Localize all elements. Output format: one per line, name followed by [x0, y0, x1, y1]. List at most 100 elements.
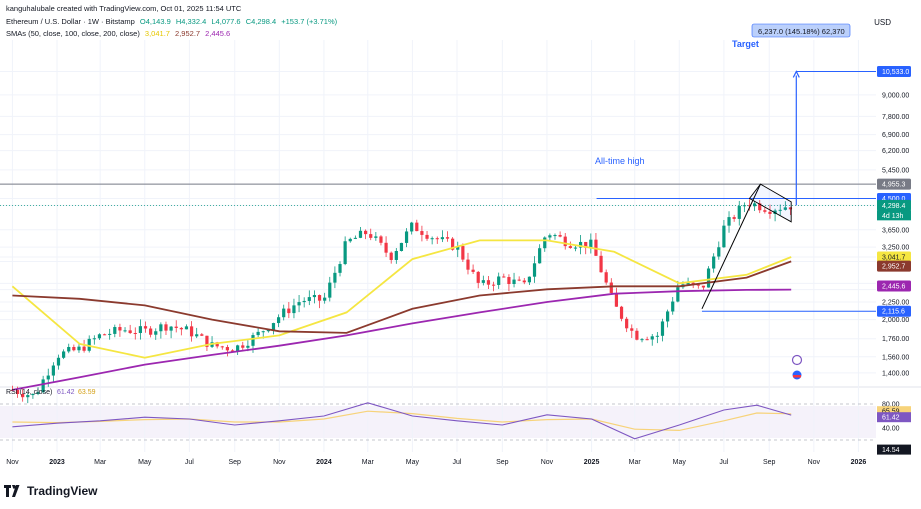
candle[interactable]: [573, 247, 578, 249]
candle[interactable]: [578, 241, 583, 248]
candle[interactable]: [548, 235, 552, 238]
sma-line-sma50[interactable]: [11, 239, 792, 359]
candle[interactable]: [660, 321, 665, 336]
candle[interactable]: [471, 269, 475, 272]
candle[interactable]: [614, 292, 619, 307]
candle[interactable]: [604, 272, 608, 283]
candle[interactable]: [154, 331, 158, 335]
candle[interactable]: [261, 331, 265, 333]
candle[interactable]: [343, 241, 347, 265]
candle[interactable]: [609, 282, 613, 293]
candle[interactable]: [527, 276, 532, 283]
candle[interactable]: [788, 207, 793, 210]
candle[interactable]: [92, 338, 96, 340]
candle[interactable]: [778, 209, 782, 211]
candle[interactable]: [77, 346, 81, 351]
candle[interactable]: [584, 241, 588, 248]
candle[interactable]: [15, 389, 20, 394]
candle[interactable]: [276, 317, 281, 324]
candle[interactable]: [404, 231, 409, 243]
candle[interactable]: [486, 280, 491, 285]
candle[interactable]: [451, 238, 455, 250]
candle[interactable]: [456, 246, 460, 250]
candle[interactable]: [686, 282, 690, 285]
candle[interactable]: [415, 222, 419, 232]
candle[interactable]: [783, 207, 787, 210]
candle[interactable]: [589, 239, 593, 248]
candle[interactable]: [619, 306, 624, 319]
candle[interactable]: [374, 236, 378, 238]
rsi-ma-line[interactable]: [12, 410, 792, 432]
candle[interactable]: [143, 326, 148, 329]
candle[interactable]: [701, 285, 706, 288]
tradingview-logo[interactable]: TradingView: [4, 484, 97, 498]
candle[interactable]: [410, 222, 414, 232]
candle[interactable]: [394, 250, 398, 260]
candle[interactable]: [742, 205, 746, 207]
rsi-line[interactable]: [12, 402, 792, 440]
candle[interactable]: [102, 334, 107, 336]
candle[interactable]: [10, 389, 15, 391]
candle[interactable]: [389, 252, 393, 260]
candle[interactable]: [625, 318, 629, 329]
symbol-name[interactable]: Ethereum / U.S. Dollar · 1W · Bitstamp: [6, 17, 135, 26]
candle[interactable]: [302, 300, 306, 303]
candle[interactable]: [189, 326, 194, 337]
candle[interactable]: [491, 284, 496, 286]
candle[interactable]: [430, 238, 434, 240]
candle[interactable]: [645, 339, 649, 341]
candle[interactable]: [358, 230, 363, 238]
candle[interactable]: [128, 330, 132, 333]
candle[interactable]: [476, 271, 480, 283]
candle[interactable]: [594, 239, 598, 256]
candle[interactable]: [727, 217, 731, 226]
candle[interactable]: [722, 225, 726, 248]
candle[interactable]: [338, 264, 342, 273]
candle[interactable]: [666, 311, 670, 322]
candle[interactable]: [461, 246, 465, 260]
candle[interactable]: [696, 284, 700, 286]
candle[interactable]: [512, 279, 516, 285]
candle[interactable]: [379, 236, 383, 243]
candle[interactable]: [507, 277, 511, 285]
candle[interactable]: [200, 334, 204, 336]
candle[interactable]: [297, 302, 301, 306]
candle[interactable]: [149, 328, 153, 335]
candle[interactable]: [184, 326, 189, 330]
candle[interactable]: [317, 295, 322, 301]
candle[interactable]: [26, 395, 30, 398]
event-icon[interactable]: [791, 354, 803, 366]
candle[interactable]: [133, 332, 137, 334]
candle[interactable]: [97, 334, 102, 339]
candle[interactable]: [568, 246, 572, 249]
candle[interactable]: [481, 280, 485, 283]
candle[interactable]: [312, 295, 317, 298]
sma-line-sma100[interactable]: [12, 260, 792, 334]
candle[interactable]: [51, 365, 55, 376]
candle[interactable]: [323, 297, 327, 301]
candle[interactable]: [236, 345, 240, 352]
candle[interactable]: [563, 236, 567, 247]
candle[interactable]: [251, 335, 255, 346]
candle[interactable]: [635, 330, 639, 340]
candle[interactable]: [522, 280, 526, 283]
candle[interactable]: [108, 333, 112, 335]
candle[interactable]: [230, 350, 235, 352]
candle[interactable]: [732, 217, 736, 219]
candle[interactable]: [650, 336, 654, 340]
candle[interactable]: [195, 334, 199, 337]
candle[interactable]: [159, 324, 163, 332]
candle[interactable]: [425, 234, 429, 239]
sma-line-sma200[interactable]: [12, 288, 792, 391]
candle[interactable]: [364, 230, 368, 235]
candle[interactable]: [558, 235, 562, 237]
candle[interactable]: [676, 287, 680, 302]
candle[interactable]: [123, 330, 127, 332]
candle[interactable]: [445, 237, 450, 239]
candle[interactable]: [287, 308, 291, 314]
candle[interactable]: [420, 231, 424, 235]
candle[interactable]: [225, 347, 230, 351]
candle[interactable]: [169, 326, 173, 331]
candle[interactable]: [31, 393, 35, 396]
